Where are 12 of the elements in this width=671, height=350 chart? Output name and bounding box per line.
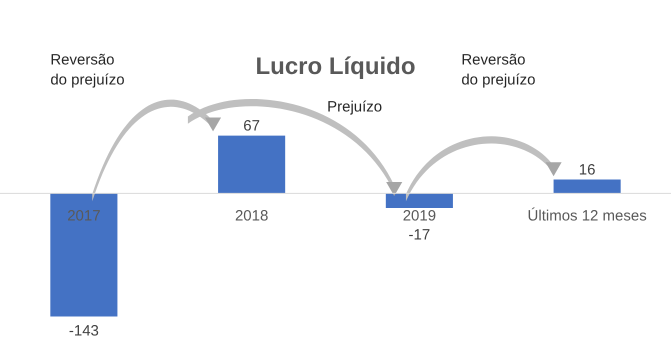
data-label: -17 <box>408 226 430 244</box>
text: Prejuízo <box>327 98 382 116</box>
text: Reversão do prejuízo <box>50 52 125 89</box>
x-tick-label: 2019 <box>402 207 436 224</box>
x-tick-label: 2018 <box>234 207 268 224</box>
data-label: 67 <box>243 118 260 135</box>
chart-title: Lucro Líquido <box>256 52 416 80</box>
x-tick-label: Últimos 12 meses <box>528 206 647 224</box>
x-tick-label: 2017 <box>67 207 101 224</box>
data-label: -143 <box>68 322 99 340</box>
data-label: 16 <box>578 162 596 179</box>
text: Reversão do prejuízo <box>461 52 536 89</box>
